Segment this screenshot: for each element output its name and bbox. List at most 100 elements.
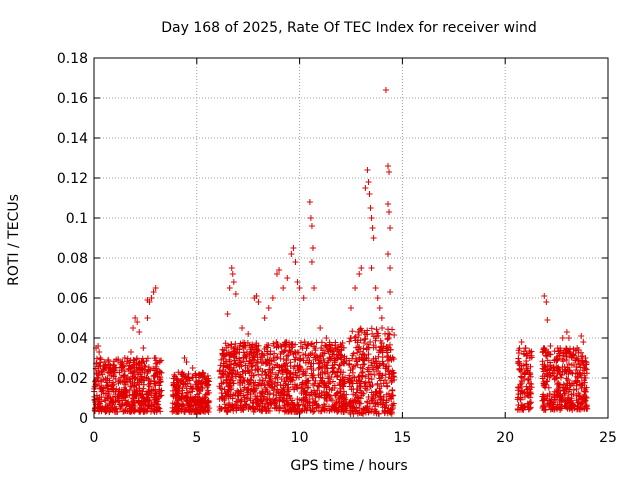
data-point (555, 368, 562, 375)
data-point (254, 396, 261, 403)
data-point (317, 352, 324, 359)
data-point (574, 378, 581, 385)
data-point (320, 355, 327, 362)
data-point (174, 376, 181, 383)
data-point (151, 378, 158, 385)
data-point (246, 352, 253, 359)
data-point (98, 384, 105, 391)
data-point (236, 342, 243, 349)
data-point (181, 355, 188, 361)
data-point (236, 346, 243, 353)
data-point (319, 363, 326, 370)
data-point (355, 377, 362, 384)
data-point (220, 379, 227, 386)
data-point (370, 342, 377, 349)
data-point (328, 374, 335, 381)
data-point (290, 245, 297, 251)
data-point (230, 279, 237, 285)
data-point (573, 363, 580, 370)
data-point (177, 378, 184, 385)
data-point (110, 361, 117, 368)
data-point (276, 363, 283, 370)
data-point (94, 371, 101, 378)
data-point (174, 382, 181, 389)
data-point (352, 355, 359, 362)
data-point (277, 342, 284, 349)
data-point (541, 345, 548, 352)
data-point (520, 403, 527, 410)
data-point (334, 355, 341, 362)
data-point (577, 372, 584, 379)
data-point (152, 285, 159, 291)
data-point (581, 370, 588, 377)
data-point (358, 390, 365, 397)
data-point (135, 360, 142, 367)
data-point (203, 400, 210, 407)
data-point (526, 400, 533, 407)
data-point (387, 289, 394, 295)
data-point (343, 407, 350, 414)
data-point (542, 384, 549, 391)
data-point (253, 293, 260, 299)
data-point (139, 388, 146, 395)
data-point (358, 327, 365, 334)
data-point (346, 357, 353, 364)
data-point (338, 402, 345, 409)
data-point (230, 380, 237, 387)
data-point (308, 259, 315, 265)
data-point (128, 383, 135, 390)
data-point (144, 407, 151, 414)
data-point (327, 378, 334, 385)
y-tick-label: 0.08 (57, 251, 88, 267)
data-point (390, 402, 397, 409)
data-point (378, 340, 385, 347)
data-point (279, 366, 286, 373)
data-point (570, 352, 577, 359)
data-point (554, 391, 561, 398)
data-point (578, 333, 585, 339)
data-point (361, 336, 368, 343)
data-point (546, 397, 553, 404)
data-point (358, 265, 365, 271)
y-tick-label: 0.16 (57, 91, 88, 107)
data-point (110, 373, 117, 380)
data-point (557, 406, 564, 413)
x-axis-label: GPS time / hours (290, 458, 407, 474)
data-point (300, 370, 307, 377)
data-point (147, 380, 154, 387)
data-point (183, 397, 190, 404)
data-point (228, 341, 235, 348)
data-point (194, 379, 201, 386)
data-point (350, 391, 357, 398)
data-point (373, 326, 380, 333)
data-point (98, 385, 105, 392)
data-point (261, 381, 268, 388)
data-point (327, 344, 334, 351)
data-point (381, 408, 388, 415)
data-point (294, 408, 301, 415)
data-point (156, 358, 163, 365)
data-point (305, 352, 312, 359)
data-point (563, 329, 570, 335)
data-point (146, 299, 153, 305)
data-point (216, 367, 223, 374)
data-point (550, 399, 557, 406)
data-point (127, 364, 134, 371)
data-point (377, 389, 384, 396)
data-point (244, 339, 251, 346)
data-point (129, 373, 136, 380)
data-point (332, 399, 339, 406)
data-point (528, 384, 535, 391)
data-point (259, 400, 266, 407)
data-point (95, 404, 102, 411)
data-point (226, 285, 233, 291)
data-point (144, 394, 151, 401)
data-point (93, 355, 100, 362)
data-point (334, 368, 341, 375)
data-point (248, 377, 255, 384)
data-point (283, 378, 290, 385)
data-point (199, 406, 206, 413)
data-point (103, 364, 110, 371)
axis-ticks: 0 5 10 15 20 25 0 0.02 0.04 0.06 0.08 0.1 0.12 0.14 0.… (57, 51, 617, 446)
data-point (541, 373, 548, 380)
